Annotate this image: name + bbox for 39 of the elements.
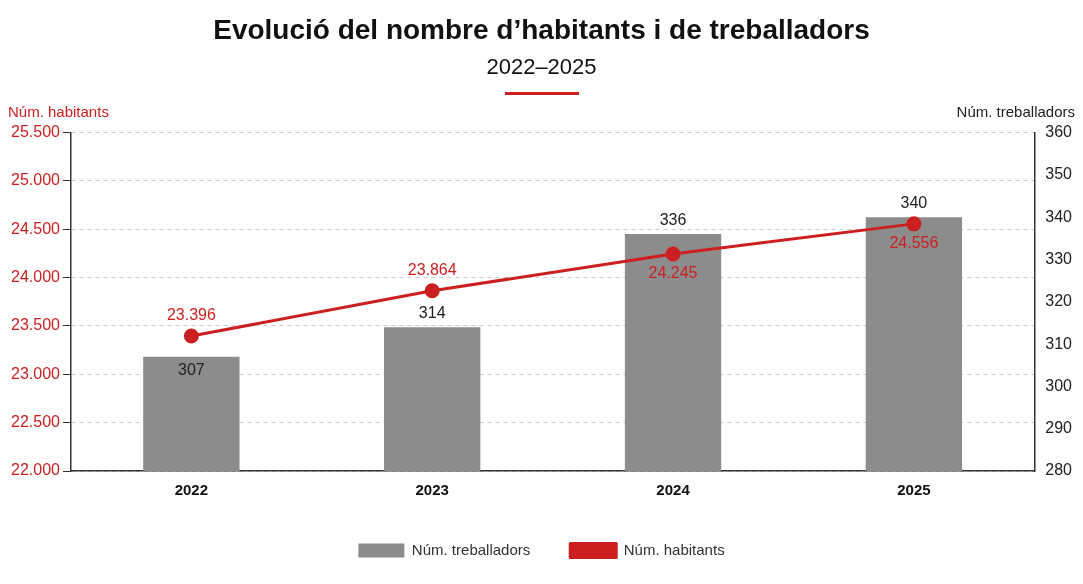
y-tick-label: 22.000 <box>11 461 61 479</box>
x-tick-label: 2025 <box>897 481 931 499</box>
data-label: 314 <box>418 303 446 321</box>
data-label: 23.396 <box>166 306 216 324</box>
y2-tick-label: 350 <box>1045 165 1073 183</box>
y2-axis-title: Núm. treballadors <box>956 103 1075 120</box>
x-tick-label: 2022 <box>174 481 209 499</box>
y-tick-label: 24.000 <box>11 268 61 286</box>
point <box>906 216 922 232</box>
legend-label: Núm. habitants <box>623 540 725 558</box>
y-tick-label: 25.500 <box>11 123 61 141</box>
y-tick-label: 23.000 <box>11 364 61 382</box>
data-label: 23.864 <box>407 261 457 279</box>
chart-subtitle: 2022–2025 <box>485 54 598 80</box>
y2-tick-label: 360 <box>1045 123 1073 141</box>
y2-tick-label: 290 <box>1045 419 1073 437</box>
data-label: 24.245 <box>648 264 698 282</box>
y2-tick-label: 340 <box>1045 207 1073 225</box>
y2-tick-label: 280 <box>1045 461 1073 479</box>
data-label: 24.556 <box>889 234 939 252</box>
point <box>665 246 681 262</box>
data-label: 336 <box>659 210 687 228</box>
x-tick-label: 2023 <box>415 481 449 499</box>
y-tick-label: 23.500 <box>11 316 61 334</box>
y-tick-label: 24.500 <box>11 219 61 237</box>
point <box>183 328 199 344</box>
y2-tick-label: 320 <box>1045 292 1073 310</box>
y-tick-label: 25.000 <box>11 171 61 189</box>
y-axis-title: Núm. habitants <box>8 103 109 120</box>
y2-tick-label: 310 <box>1045 334 1073 352</box>
point <box>424 283 440 299</box>
y2-tick-label: 300 <box>1045 376 1073 394</box>
data-label: 340 <box>900 193 928 211</box>
y-tick-label: 22.500 <box>11 413 61 431</box>
legend-label: Núm. treballadors <box>411 540 531 558</box>
chart-title: Evolució del nombre d’habitants i de treballadors <box>212 14 871 46</box>
data-label: 307 <box>178 361 205 379</box>
x-tick-label: 2024 <box>656 481 691 499</box>
y2-tick-label: 330 <box>1045 249 1073 267</box>
